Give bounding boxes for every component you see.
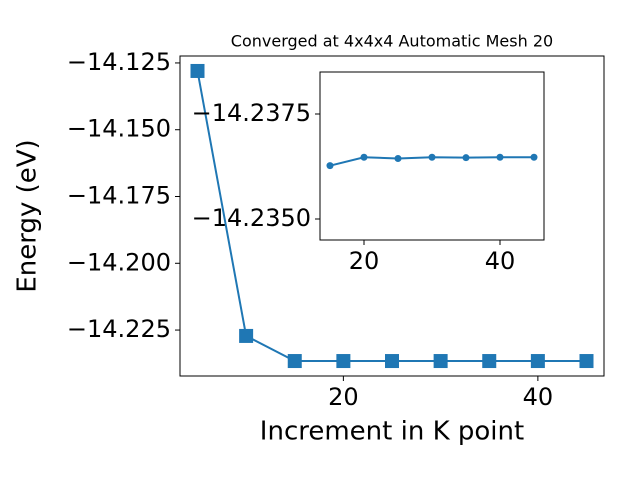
- x-tick-label: 40: [523, 383, 554, 411]
- marker: [239, 328, 254, 343]
- marker: [326, 162, 334, 170]
- marker: [394, 155, 402, 163]
- x-axis-label: Increment in K point: [260, 417, 524, 447]
- marker: [530, 354, 545, 369]
- marker: [462, 154, 470, 162]
- x-tick-label: 20: [349, 247, 380, 275]
- y-tick-label: −14.175: [67, 182, 171, 210]
- marker: [385, 354, 399, 369]
- x-tick-label: 40: [485, 247, 516, 275]
- y-tick-label: −14.2375: [192, 99, 311, 127]
- y-tick-label: −14.2350: [192, 204, 311, 232]
- plot-frame: [319, 71, 545, 241]
- y-tick-label: −14.200: [67, 248, 171, 276]
- y-axis-label: Energy (eV): [13, 139, 43, 292]
- marker: [496, 153, 504, 161]
- marker: [360, 153, 368, 161]
- plot-frame: [179, 55, 605, 377]
- x-tick-label: 20: [328, 383, 359, 411]
- chart-title: Converged at 4x4x4 Automatic Mesh 20: [231, 32, 553, 51]
- marker: [530, 153, 538, 161]
- y-tick-label: −14.150: [67, 115, 171, 143]
- marker: [579, 354, 594, 369]
- marker: [190, 63, 205, 78]
- marker: [482, 354, 497, 369]
- marker: [433, 354, 448, 369]
- marker: [336, 354, 351, 369]
- marker: [287, 354, 302, 369]
- y-tick-label: −14.125: [67, 48, 171, 76]
- y-tick-label: −14.225: [67, 315, 171, 343]
- marker: [428, 153, 436, 161]
